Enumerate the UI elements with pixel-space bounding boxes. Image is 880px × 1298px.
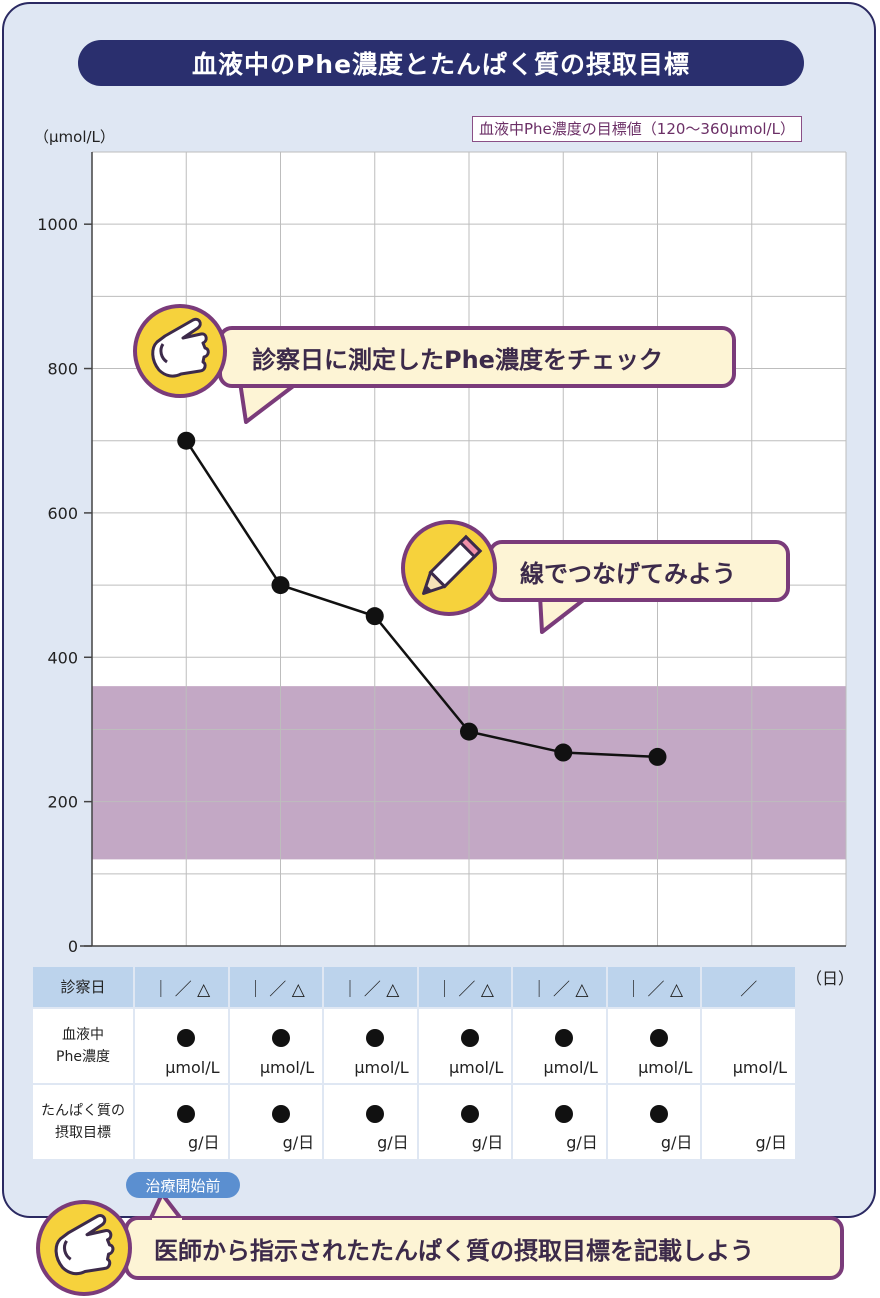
protein-unit: g/日 (660, 1133, 693, 1152)
protein-unit: g/日 (755, 1133, 787, 1152)
protein-cell[interactable]: g/日 (418, 1085, 512, 1159)
data-point (460, 722, 478, 741)
phe-unit: μmol/L (732, 1058, 787, 1077)
record-table: 診察日 ｜ ／ △ ｜ ／ △ ｜ ／ △ ｜ ／ △ ｜ ／ △ ｜ ／ △ … (31, 965, 797, 1161)
date-cell[interactable]: ｜ ／ △ (229, 967, 323, 1007)
filled-dot-icon (649, 1029, 668, 1047)
table-row-date: 診察日 ｜ ／ △ ｜ ／ △ ｜ ／ △ ｜ ／ △ ｜ ／ △ ｜ ／ △ … (33, 967, 795, 1007)
filled-dot-icon (555, 1029, 574, 1047)
protein-unit: g/日 (377, 1133, 409, 1152)
date-cell[interactable]: ｜ ／ △ (135, 967, 228, 1007)
date-cell[interactable]: ｜ ／ △ (324, 967, 417, 1007)
callout-check-text: 診察日に測定したPhe濃度をチェック (252, 345, 663, 374)
data-point (648, 747, 667, 766)
filled-dot-icon (555, 1105, 574, 1123)
table-row-phe: 血液中 Phe濃度 μmol/L μmol/L μmol/L μmol/L μmo… (33, 1009, 795, 1083)
protein-cell[interactable]: g/日 (135, 1085, 228, 1159)
callout-tail-cover-3 (152, 1218, 182, 1224)
data-point (365, 607, 384, 626)
y-tick-label: 1000 (37, 215, 78, 234)
table-row-protein: たんぱく質の 摂取目標 g/日 g/日 g/日 g/日 g/日 g/日 g/日 (33, 1085, 795, 1159)
filled-dot-icon (366, 1029, 385, 1047)
callout-connect-text: 線でつなげてみよう (520, 559, 736, 588)
protein-cell[interactable]: g/日 (229, 1085, 323, 1159)
phe-cell[interactable]: μmol/L (418, 1009, 512, 1083)
date-cell[interactable]: ｜ ／ △ (513, 967, 606, 1007)
callout-tail-cover-2 (542, 592, 584, 598)
filled-dot-icon (460, 1029, 479, 1047)
chart-title: 血液中のPhe濃度とたんぱく質の摂取目標 (78, 40, 804, 86)
callout-connect-line: 線でつなげてみよう (488, 540, 790, 602)
callout-record-text: 医師から指示されたたんぱく質の摂取目標を記載しよう (154, 1236, 754, 1265)
y-tick-label: 200 (47, 793, 78, 812)
filled-dot-icon (460, 1105, 479, 1123)
data-point (177, 431, 196, 450)
filled-dot-icon (271, 1105, 290, 1123)
protein-cell[interactable]: g/日 (513, 1085, 606, 1159)
filled-dot-icon (177, 1105, 195, 1123)
phe-unit: μmol/L (259, 1058, 315, 1077)
phe-unit: μmol/L (165, 1058, 220, 1077)
phe-cell[interactable]: μmol/L (135, 1009, 228, 1083)
y-tick-label: 600 (47, 504, 78, 523)
phe-series-line (185, 440, 658, 759)
y-tick-label: 0 (68, 937, 78, 956)
callout-tail (238, 381, 298, 424)
pencil-icon (401, 520, 497, 616)
protein-unit: g/日 (188, 1133, 220, 1152)
protein-cell[interactable]: g/日 (324, 1085, 417, 1159)
protein-cell[interactable]: g/日 (607, 1085, 701, 1159)
filled-dot-icon (177, 1029, 195, 1047)
row-label-phe-line2: Phe濃度 (56, 1049, 110, 1065)
row-label-phe: 血液中 Phe濃度 (33, 1009, 133, 1083)
pointing-hand-icon (36, 1200, 132, 1296)
data-point (554, 743, 573, 762)
row-label-protein: たんぱく質の 摂取目標 (33, 1085, 133, 1159)
phe-unit: μmol/L (543, 1058, 598, 1077)
pre-treatment-badge: 治療開始前 (126, 1172, 240, 1198)
y-tick-label: 800 (47, 360, 78, 379)
callout-check-phe: 診察日に測定したPhe濃度をチェック (218, 326, 736, 388)
callout-tail-2 (538, 595, 588, 634)
y-axis-unit: （μmol/L） (34, 128, 115, 146)
row-label-phe-line1: 血液中 (62, 1027, 104, 1043)
phe-cell[interactable]: μmol/L (607, 1009, 701, 1083)
phe-cell[interactable]: μmol/L (229, 1009, 323, 1083)
phe-cell[interactable]: μmol/L (513, 1009, 606, 1083)
callout-record-target: 医師から指示されたたんぱく質の摂取目標を記載しよう (124, 1216, 844, 1280)
phe-unit: μmol/L (354, 1058, 409, 1077)
target-range-legend: 血液中Phe濃度の目標値（120〜360μmol/L） (472, 116, 802, 142)
phe-cell[interactable]: μmol/L (324, 1009, 417, 1083)
filled-dot-icon (271, 1029, 290, 1047)
protein-cell[interactable]: g/日 (702, 1085, 795, 1159)
filled-dot-icon (366, 1105, 385, 1123)
protein-unit: g/日 (282, 1133, 315, 1152)
date-cell[interactable]: ／ (702, 967, 795, 1007)
protein-unit: g/日 (471, 1133, 504, 1152)
phe-unit: μmol/L (448, 1058, 504, 1077)
phe-unit: μmol/L (638, 1058, 693, 1077)
day-unit-label: （日） (806, 969, 855, 988)
y-tick-label: 400 (47, 648, 78, 667)
data-point (271, 576, 290, 595)
row-label-date: 診察日 (33, 967, 133, 1007)
protein-unit: g/日 (566, 1133, 598, 1152)
date-cell[interactable]: ｜ ／ △ (418, 967, 512, 1007)
filled-dot-icon (649, 1105, 668, 1123)
row-label-protein-line2: 摂取目標 (55, 1125, 111, 1141)
date-cell[interactable]: ｜ ／ △ (607, 967, 701, 1007)
callout-tail-cover (242, 378, 294, 384)
pointing-hand-icon (133, 304, 227, 398)
phe-cell[interactable]: μmol/L (702, 1009, 795, 1083)
row-label-protein-line1: たんぱく質の (41, 1103, 125, 1119)
phe-line-chart: 0 200 400 600 800 1000 (37, 151, 847, 956)
